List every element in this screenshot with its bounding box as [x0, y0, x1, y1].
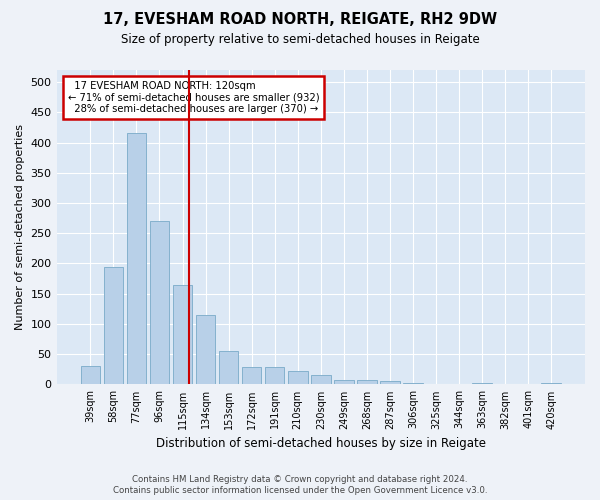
Bar [196, 315, 215, 384]
Bar [311, 376, 331, 384]
Text: 17, EVESHAM ROAD NORTH, REIGATE, RH2 9DW: 17, EVESHAM ROAD NORTH, REIGATE, RH2 9DW [103, 12, 497, 28]
Bar [380, 382, 400, 384]
Y-axis label: Number of semi-detached properties: Number of semi-detached properties [15, 124, 25, 330]
Bar [104, 266, 123, 384]
Bar [219, 351, 238, 384]
Bar [288, 371, 308, 384]
Bar [357, 380, 377, 384]
Text: Contains public sector information licensed under the Open Government Licence v3: Contains public sector information licen… [113, 486, 487, 495]
X-axis label: Distribution of semi-detached houses by size in Reigate: Distribution of semi-detached houses by … [156, 437, 486, 450]
Bar [472, 382, 492, 384]
Bar [242, 368, 262, 384]
Bar [127, 134, 146, 384]
Bar [80, 366, 100, 384]
Bar [265, 368, 284, 384]
Bar [541, 382, 561, 384]
Text: Contains HM Land Registry data © Crown copyright and database right 2024.: Contains HM Land Registry data © Crown c… [132, 475, 468, 484]
Bar [403, 382, 423, 384]
Bar [173, 284, 193, 384]
Bar [334, 380, 353, 384]
Text: Size of property relative to semi-detached houses in Reigate: Size of property relative to semi-detach… [121, 32, 479, 46]
Bar [149, 221, 169, 384]
Text: 17 EVESHAM ROAD NORTH: 120sqm
← 71% of semi-detached houses are smaller (932)
  : 17 EVESHAM ROAD NORTH: 120sqm ← 71% of s… [68, 81, 319, 114]
